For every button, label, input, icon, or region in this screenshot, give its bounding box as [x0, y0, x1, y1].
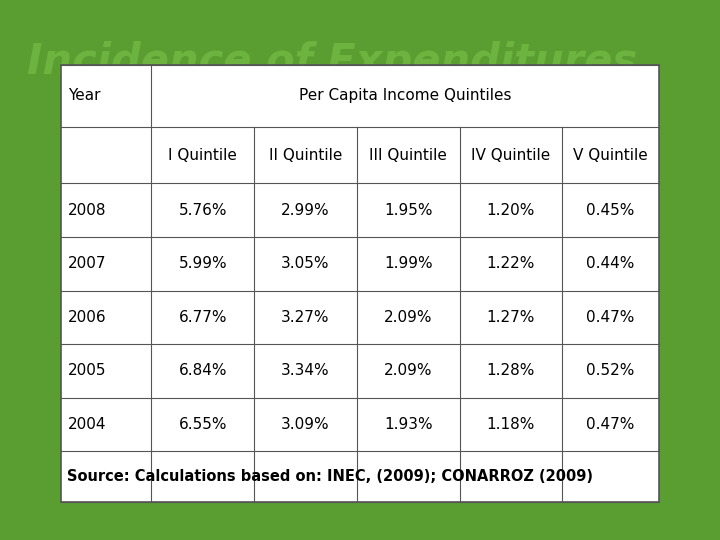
Text: 5.99%: 5.99%: [179, 256, 227, 271]
Text: Incidence of Expenditures: Incidence of Expenditures: [27, 41, 637, 83]
Text: 3.27%: 3.27%: [282, 310, 330, 325]
Text: 1.20%: 1.20%: [487, 202, 535, 218]
Text: 3.34%: 3.34%: [282, 363, 330, 379]
Text: V Quintile: V Quintile: [573, 147, 648, 163]
Text: IV Quintile: IV Quintile: [472, 147, 551, 163]
Text: 2.09%: 2.09%: [384, 363, 433, 379]
Text: 1.27%: 1.27%: [487, 310, 535, 325]
Text: 6.77%: 6.77%: [179, 310, 227, 325]
Text: 1.93%: 1.93%: [384, 417, 433, 432]
Text: III Quintile: III Quintile: [369, 147, 447, 163]
Text: 1.95%: 1.95%: [384, 202, 433, 218]
Text: 2005: 2005: [68, 363, 107, 379]
Text: 1.18%: 1.18%: [487, 417, 535, 432]
Text: 5.76%: 5.76%: [179, 202, 227, 218]
Text: 6.55%: 6.55%: [179, 417, 227, 432]
Text: 0.47%: 0.47%: [586, 417, 635, 432]
Text: 2006: 2006: [68, 310, 107, 325]
Text: 3.09%: 3.09%: [282, 417, 330, 432]
Text: 0.52%: 0.52%: [586, 363, 635, 379]
Text: 0.45%: 0.45%: [586, 202, 635, 218]
Text: Year: Year: [68, 89, 101, 103]
Text: 2.09%: 2.09%: [384, 310, 433, 325]
Text: I Quintile: I Quintile: [168, 147, 238, 163]
Text: 1.99%: 1.99%: [384, 256, 433, 271]
Text: 1.22%: 1.22%: [487, 256, 535, 271]
Text: Per Capita Income Quintiles: Per Capita Income Quintiles: [299, 89, 511, 103]
Text: 0.44%: 0.44%: [586, 256, 635, 271]
Text: 3.05%: 3.05%: [282, 256, 330, 271]
Text: 2.99%: 2.99%: [282, 202, 330, 218]
Text: 2008: 2008: [68, 202, 107, 218]
Text: 2004: 2004: [68, 417, 107, 432]
Text: II Quintile: II Quintile: [269, 147, 342, 163]
Text: 6.84%: 6.84%: [179, 363, 227, 379]
Text: 1.28%: 1.28%: [487, 363, 535, 379]
Text: 0.47%: 0.47%: [586, 310, 635, 325]
Text: Source: Calculations based on: INEC, (2009); CONARROZ (2009): Source: Calculations based on: INEC, (20…: [67, 469, 593, 484]
Text: 2007: 2007: [68, 256, 107, 271]
